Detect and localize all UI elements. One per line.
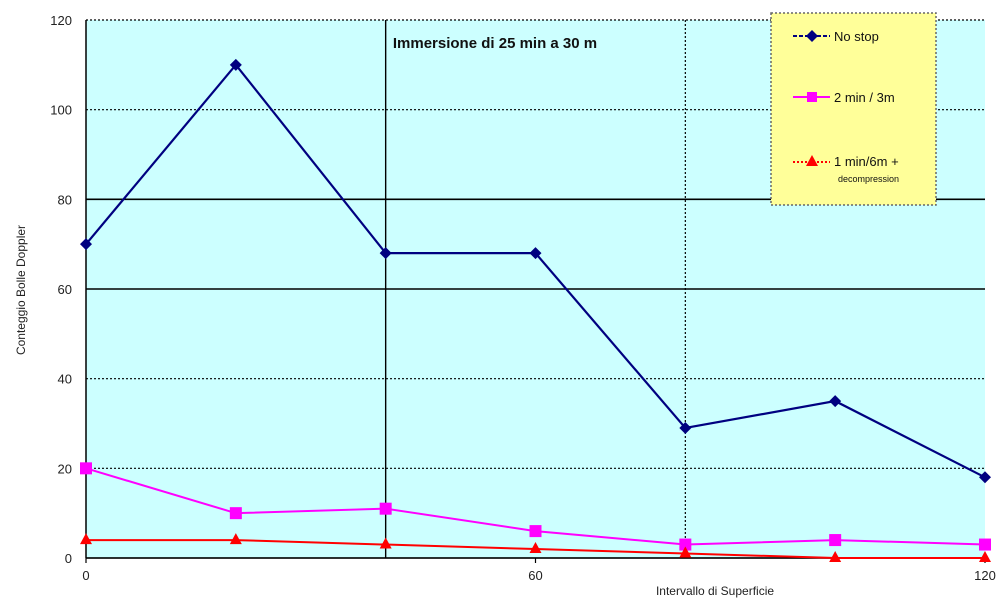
- data-point-diamond: [979, 471, 991, 484]
- data-point-diamond: [679, 421, 692, 434]
- data-point-triangle: [229, 533, 242, 545]
- legend-item-1min-6m: 1 min/6m + decompression: [793, 154, 899, 184]
- data-point-diamond: [229, 58, 242, 71]
- legend-label: No stop: [834, 29, 879, 44]
- data-point-diamond: [529, 247, 542, 260]
- data-point-square: [379, 502, 392, 515]
- y-axis-ticks: 0 20 40 60 80 100 120: [50, 13, 72, 566]
- legend-marker-diamond: [806, 30, 818, 42]
- chart-title: Immersione di 25 min a 30 m: [393, 35, 597, 52]
- legend-box: [770, 12, 937, 206]
- legend-item-2min-3m: 2 min / 3m: [793, 90, 895, 105]
- data-point-square: [979, 538, 991, 551]
- x-tick-label: 60: [528, 568, 542, 583]
- series-3: [80, 533, 991, 562]
- y-tick-label: 80: [58, 192, 72, 207]
- y-tick-label: 60: [58, 282, 72, 297]
- y-tick-label: 120: [50, 13, 72, 28]
- legend-marker-triangle: [806, 155, 818, 166]
- data-point-triangle: [80, 533, 92, 545]
- series-group: [80, 58, 991, 562]
- data-point-diamond: [80, 238, 92, 251]
- data-point-diamond: [379, 247, 392, 260]
- y-tick-label: 100: [50, 103, 72, 118]
- x-tick-label: 120: [974, 568, 996, 583]
- legend: No stop 2 min / 3m 1 min/6m + decompress…: [770, 12, 937, 206]
- data-point-square: [229, 507, 242, 520]
- legend-label: 1 min/6m +: [834, 154, 899, 169]
- series-1: [80, 58, 991, 484]
- y-axis-title: Conteggio Bolle Doppler: [14, 225, 28, 355]
- y-tick-label: 20: [58, 461, 72, 476]
- data-point-square: [829, 534, 842, 547]
- x-axis-title: Intervallo di Superficie: [656, 584, 774, 598]
- legend-sublabel: decompression: [838, 174, 899, 184]
- data-point-triangle: [529, 542, 542, 554]
- legend-item-no-stop: No stop: [793, 29, 879, 44]
- y-tick-label: 0: [65, 551, 72, 566]
- data-point-triangle: [679, 546, 692, 558]
- x-tick-label: 0: [82, 568, 89, 583]
- data-point-square: [80, 462, 92, 475]
- data-point-square: [529, 525, 542, 538]
- series-2: [80, 462, 991, 551]
- legend-marker-square: [807, 92, 817, 102]
- legend-label: 2 min / 3m: [834, 90, 895, 105]
- data-point-triangle: [979, 551, 991, 562]
- y-tick-label: 40: [58, 372, 72, 387]
- data-point-diamond: [829, 395, 842, 408]
- data-point-triangle: [379, 537, 392, 549]
- data-point-triangle: [829, 551, 842, 562]
- x-axis-ticks: 0 60 120: [82, 558, 996, 583]
- data-point-square: [679, 538, 692, 551]
